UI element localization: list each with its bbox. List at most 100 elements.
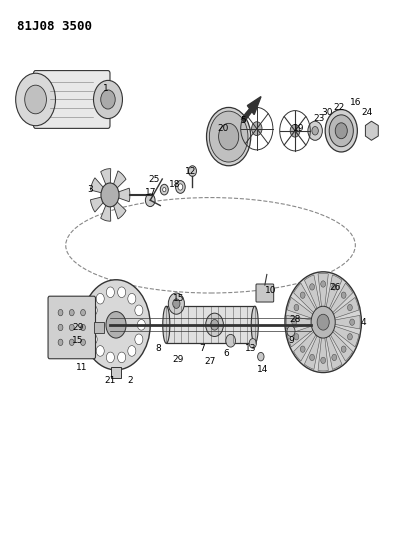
Wedge shape bbox=[110, 171, 126, 195]
Text: 29: 29 bbox=[173, 355, 184, 364]
Text: 7: 7 bbox=[200, 344, 205, 353]
Circle shape bbox=[16, 73, 55, 126]
Text: 26: 26 bbox=[330, 283, 341, 292]
Circle shape bbox=[332, 284, 337, 290]
Text: 17: 17 bbox=[145, 188, 156, 197]
Wedge shape bbox=[90, 195, 110, 212]
Circle shape bbox=[311, 306, 335, 338]
Text: 13: 13 bbox=[245, 344, 256, 353]
Circle shape bbox=[94, 80, 122, 118]
Bar bbox=[166, 306, 255, 343]
Wedge shape bbox=[110, 195, 126, 219]
Circle shape bbox=[310, 354, 315, 361]
Text: 15: 15 bbox=[173, 294, 184, 303]
Circle shape bbox=[321, 357, 326, 364]
Circle shape bbox=[69, 324, 74, 330]
Circle shape bbox=[175, 181, 185, 193]
Circle shape bbox=[207, 108, 251, 166]
Wedge shape bbox=[323, 283, 353, 322]
Text: 19: 19 bbox=[293, 124, 305, 133]
Wedge shape bbox=[287, 297, 323, 322]
Wedge shape bbox=[318, 322, 328, 371]
Circle shape bbox=[300, 346, 305, 352]
Wedge shape bbox=[318, 273, 328, 322]
Text: 29: 29 bbox=[72, 323, 83, 332]
Text: 6: 6 bbox=[224, 350, 230, 359]
Circle shape bbox=[317, 314, 329, 330]
Circle shape bbox=[82, 280, 150, 370]
Circle shape bbox=[87, 319, 95, 330]
Circle shape bbox=[117, 287, 126, 297]
Bar bbox=[94, 322, 104, 333]
Text: 10: 10 bbox=[265, 286, 277, 295]
Circle shape bbox=[252, 122, 262, 135]
Text: 5: 5 bbox=[240, 116, 245, 125]
Text: 8: 8 bbox=[156, 344, 161, 353]
Circle shape bbox=[321, 281, 326, 287]
Wedge shape bbox=[305, 275, 323, 322]
FancyBboxPatch shape bbox=[34, 70, 110, 128]
Circle shape bbox=[287, 326, 295, 336]
Circle shape bbox=[332, 354, 337, 361]
Text: 24: 24 bbox=[362, 108, 373, 117]
Circle shape bbox=[89, 334, 97, 345]
Circle shape bbox=[107, 287, 114, 297]
Wedge shape bbox=[110, 188, 130, 201]
Wedge shape bbox=[286, 316, 323, 329]
Text: 28: 28 bbox=[289, 315, 301, 324]
Bar bbox=[111, 367, 121, 378]
Text: 9: 9 bbox=[288, 336, 294, 345]
FancyBboxPatch shape bbox=[48, 296, 96, 359]
Circle shape bbox=[69, 310, 74, 316]
Circle shape bbox=[294, 334, 299, 340]
Text: 23: 23 bbox=[313, 114, 325, 123]
Circle shape bbox=[128, 345, 136, 356]
Text: 11: 11 bbox=[76, 363, 87, 372]
Text: 4: 4 bbox=[360, 318, 366, 327]
Circle shape bbox=[341, 346, 346, 352]
Wedge shape bbox=[323, 297, 359, 322]
Wedge shape bbox=[101, 168, 111, 195]
Circle shape bbox=[347, 304, 352, 311]
Wedge shape bbox=[294, 322, 323, 361]
Circle shape bbox=[117, 352, 126, 362]
Text: 2: 2 bbox=[127, 376, 133, 385]
Wedge shape bbox=[305, 322, 323, 369]
Circle shape bbox=[211, 319, 219, 330]
Wedge shape bbox=[101, 195, 111, 221]
Circle shape bbox=[219, 123, 239, 150]
Wedge shape bbox=[323, 316, 360, 329]
Circle shape bbox=[312, 126, 318, 135]
Circle shape bbox=[310, 284, 315, 290]
Wedge shape bbox=[287, 322, 323, 347]
Text: 30: 30 bbox=[322, 108, 333, 117]
Circle shape bbox=[325, 110, 357, 152]
Text: 27: 27 bbox=[205, 358, 216, 367]
Text: 18: 18 bbox=[168, 180, 180, 189]
Circle shape bbox=[101, 183, 119, 207]
Circle shape bbox=[137, 319, 145, 330]
Circle shape bbox=[294, 304, 299, 311]
Wedge shape bbox=[323, 275, 342, 322]
Circle shape bbox=[249, 338, 256, 348]
Circle shape bbox=[188, 166, 196, 176]
Circle shape bbox=[308, 121, 322, 140]
Circle shape bbox=[89, 305, 97, 316]
Circle shape bbox=[347, 334, 352, 340]
FancyArrow shape bbox=[242, 96, 261, 122]
Wedge shape bbox=[90, 178, 110, 195]
Circle shape bbox=[341, 292, 346, 298]
Bar bbox=[23, 87, 34, 111]
Bar bbox=[72, 318, 82, 331]
Circle shape bbox=[163, 188, 166, 192]
Circle shape bbox=[285, 272, 361, 373]
Circle shape bbox=[145, 194, 155, 207]
Wedge shape bbox=[294, 283, 323, 322]
Circle shape bbox=[128, 293, 136, 304]
Circle shape bbox=[335, 123, 347, 139]
Circle shape bbox=[300, 292, 305, 298]
Circle shape bbox=[226, 334, 235, 347]
Text: 22: 22 bbox=[334, 103, 345, 112]
Wedge shape bbox=[323, 322, 353, 361]
Ellipse shape bbox=[163, 306, 170, 343]
